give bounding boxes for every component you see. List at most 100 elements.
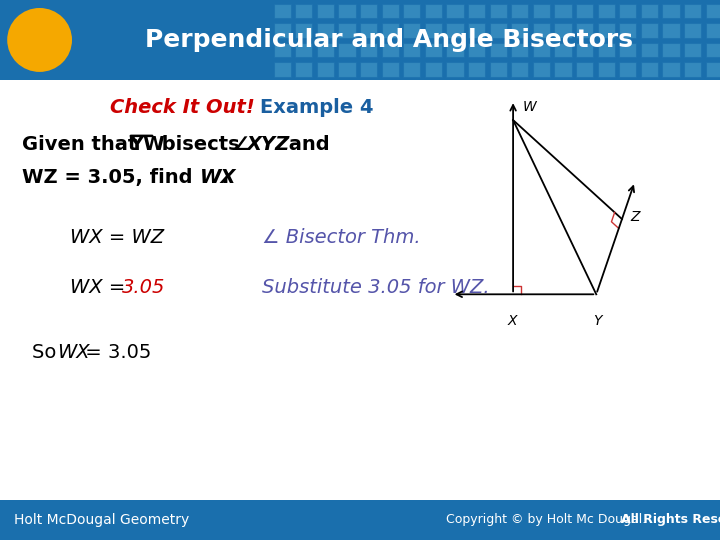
FancyBboxPatch shape <box>533 4 550 18</box>
FancyBboxPatch shape <box>684 43 701 57</box>
FancyBboxPatch shape <box>360 43 377 57</box>
Text: X: X <box>508 314 517 328</box>
FancyBboxPatch shape <box>490 4 507 18</box>
FancyBboxPatch shape <box>360 62 377 77</box>
FancyBboxPatch shape <box>403 23 420 38</box>
FancyBboxPatch shape <box>0 500 720 540</box>
FancyBboxPatch shape <box>274 62 291 77</box>
FancyBboxPatch shape <box>533 43 550 57</box>
Text: = 3.05: = 3.05 <box>79 343 151 362</box>
Text: Y: Y <box>593 314 601 328</box>
FancyBboxPatch shape <box>706 43 720 57</box>
FancyBboxPatch shape <box>295 4 312 18</box>
FancyBboxPatch shape <box>619 4 636 18</box>
FancyBboxPatch shape <box>403 43 420 57</box>
Text: WX = WZ: WX = WZ <box>70 228 164 247</box>
FancyBboxPatch shape <box>706 23 720 38</box>
FancyBboxPatch shape <box>338 43 356 57</box>
FancyBboxPatch shape <box>598 43 615 57</box>
Text: XYZ: XYZ <box>247 135 290 154</box>
FancyBboxPatch shape <box>446 4 464 18</box>
FancyBboxPatch shape <box>338 4 356 18</box>
FancyBboxPatch shape <box>533 23 550 38</box>
FancyBboxPatch shape <box>360 23 377 38</box>
FancyBboxPatch shape <box>446 23 464 38</box>
FancyBboxPatch shape <box>576 62 593 77</box>
Text: Example 4: Example 4 <box>260 98 374 117</box>
FancyBboxPatch shape <box>295 23 312 38</box>
FancyBboxPatch shape <box>706 4 720 18</box>
Text: ∠ Bisector Thm.: ∠ Bisector Thm. <box>262 228 420 247</box>
FancyBboxPatch shape <box>403 62 420 77</box>
FancyBboxPatch shape <box>274 23 291 38</box>
FancyBboxPatch shape <box>619 62 636 77</box>
FancyBboxPatch shape <box>295 43 312 57</box>
FancyBboxPatch shape <box>490 43 507 57</box>
FancyBboxPatch shape <box>554 43 572 57</box>
FancyBboxPatch shape <box>554 62 572 77</box>
FancyBboxPatch shape <box>490 23 507 38</box>
Text: 3.05: 3.05 <box>122 278 166 296</box>
FancyBboxPatch shape <box>706 62 720 77</box>
FancyBboxPatch shape <box>554 23 572 38</box>
Text: YW: YW <box>129 135 165 154</box>
Text: Check It Out!: Check It Out! <box>110 98 255 117</box>
FancyBboxPatch shape <box>360 4 377 18</box>
FancyBboxPatch shape <box>576 43 593 57</box>
FancyBboxPatch shape <box>382 43 399 57</box>
FancyBboxPatch shape <box>295 62 312 77</box>
Text: Substitute 3.05 for WZ.: Substitute 3.05 for WZ. <box>262 278 490 296</box>
Text: .: . <box>222 168 230 187</box>
FancyBboxPatch shape <box>317 23 334 38</box>
Text: WZ = 3.05, find: WZ = 3.05, find <box>22 168 199 187</box>
FancyBboxPatch shape <box>468 43 485 57</box>
FancyBboxPatch shape <box>425 62 442 77</box>
FancyBboxPatch shape <box>382 23 399 38</box>
FancyBboxPatch shape <box>382 4 399 18</box>
FancyBboxPatch shape <box>511 62 528 77</box>
FancyBboxPatch shape <box>382 62 399 77</box>
Text: W: W <box>523 100 536 114</box>
FancyBboxPatch shape <box>576 23 593 38</box>
FancyBboxPatch shape <box>598 4 615 18</box>
FancyBboxPatch shape <box>641 4 658 18</box>
Text: WX: WX <box>57 343 89 362</box>
FancyBboxPatch shape <box>425 4 442 18</box>
Text: ∠: ∠ <box>233 135 251 154</box>
Text: Given that: Given that <box>22 135 144 154</box>
FancyBboxPatch shape <box>511 23 528 38</box>
FancyBboxPatch shape <box>0 0 720 80</box>
FancyBboxPatch shape <box>684 23 701 38</box>
FancyBboxPatch shape <box>619 43 636 57</box>
FancyBboxPatch shape <box>598 23 615 38</box>
FancyBboxPatch shape <box>338 62 356 77</box>
Text: Perpendicular and Angle Bisectors: Perpendicular and Angle Bisectors <box>145 28 633 52</box>
FancyBboxPatch shape <box>662 23 680 38</box>
Text: WX =: WX = <box>70 278 132 296</box>
FancyBboxPatch shape <box>274 4 291 18</box>
FancyBboxPatch shape <box>425 43 442 57</box>
FancyBboxPatch shape <box>662 4 680 18</box>
FancyBboxPatch shape <box>598 62 615 77</box>
FancyBboxPatch shape <box>317 43 334 57</box>
FancyBboxPatch shape <box>468 23 485 38</box>
FancyBboxPatch shape <box>576 4 593 18</box>
FancyBboxPatch shape <box>403 4 420 18</box>
Text: Z: Z <box>630 210 639 224</box>
Text: So: So <box>32 343 63 362</box>
FancyBboxPatch shape <box>511 43 528 57</box>
FancyBboxPatch shape <box>425 23 442 38</box>
FancyBboxPatch shape <box>533 62 550 77</box>
FancyBboxPatch shape <box>468 4 485 18</box>
FancyBboxPatch shape <box>338 23 356 38</box>
FancyBboxPatch shape <box>554 4 572 18</box>
FancyBboxPatch shape <box>317 62 334 77</box>
FancyBboxPatch shape <box>511 4 528 18</box>
FancyBboxPatch shape <box>317 4 334 18</box>
FancyBboxPatch shape <box>619 23 636 38</box>
FancyBboxPatch shape <box>446 62 464 77</box>
Text: WX: WX <box>200 168 236 187</box>
FancyBboxPatch shape <box>490 62 507 77</box>
Text: Holt McDougal Geometry: Holt McDougal Geometry <box>14 513 189 526</box>
FancyBboxPatch shape <box>446 43 464 57</box>
